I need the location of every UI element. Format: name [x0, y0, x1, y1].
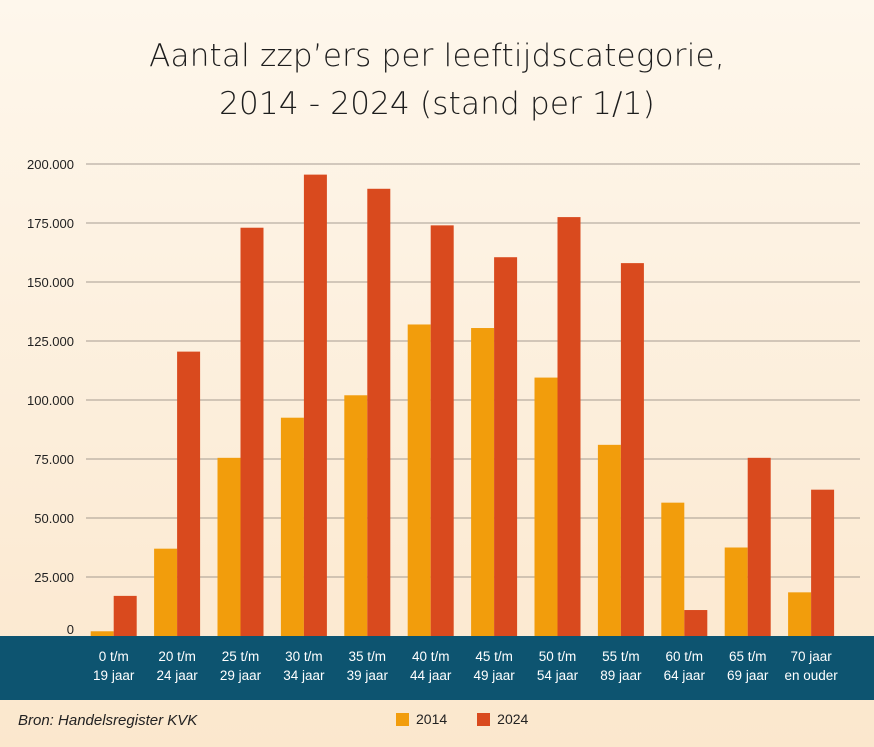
bar-2014: [471, 328, 494, 636]
x-tick-label: 69 jaar: [727, 668, 769, 683]
y-tick-label: 0: [67, 622, 74, 637]
x-tick-label: 45 t/m: [475, 649, 513, 664]
source-note: Bron: Handelsregister KVK: [18, 712, 197, 729]
bar-2014: [535, 378, 558, 636]
y-tick-label: 125.000: [27, 334, 74, 349]
legend-label-2014: 2014: [416, 711, 447, 727]
legend-label-2024: 2024: [497, 711, 528, 727]
bar-2024: [684, 610, 707, 636]
x-tick-label: 40 t/m: [412, 649, 450, 664]
y-tick-label: 50.000: [34, 511, 74, 526]
x-tick-label: 35 t/m: [349, 649, 387, 664]
legend-swatch-2024: [477, 713, 490, 726]
bar-2014: [661, 503, 684, 636]
x-tick-label: 29 jaar: [220, 668, 262, 683]
y-tick-label: 75.000: [34, 452, 74, 467]
bar-2014: [598, 445, 621, 636]
y-tick-label: 150.000: [27, 275, 74, 290]
x-tick-label: 60 t/m: [666, 649, 704, 664]
legend-item-2014: 2014: [396, 711, 447, 727]
x-tick-label: 24 jaar: [156, 668, 198, 683]
bar-chart: 0 25.000 50.000 75.000 100.000 125.000 150.000…: [0, 0, 874, 700]
bar-2014: [344, 395, 367, 636]
x-tick-label: 25 t/m: [222, 649, 260, 664]
bar-2024: [304, 175, 327, 636]
legend-swatch-2014: [396, 713, 409, 726]
bar-2024: [241, 228, 264, 636]
y-tick-label: 100.000: [27, 393, 74, 408]
bar-2014: [725, 548, 748, 637]
x-tick-label: 50 t/m: [539, 649, 577, 664]
y-tick-label: 200.000: [27, 157, 74, 172]
x-tick-label: 70 jaar: [790, 649, 832, 664]
x-tick-label: 49 jaar: [473, 668, 515, 683]
x-tick-label: 0 t/m: [99, 649, 129, 664]
bar-2024: [177, 352, 200, 636]
x-tick-label: 20 t/m: [158, 649, 196, 664]
x-tick-label: 55 t/m: [602, 649, 640, 664]
x-tick-label: 54 jaar: [537, 668, 579, 683]
bar-2014: [91, 631, 114, 636]
bar-2024: [748, 458, 771, 636]
bar-2014: [788, 592, 811, 636]
x-tick-label: 89 jaar: [600, 668, 642, 683]
legend-item-2024: 2024: [477, 711, 528, 727]
bar-2024: [811, 490, 834, 636]
bar-2014: [154, 549, 177, 636]
bar-2024: [558, 217, 581, 636]
bar-2024: [431, 225, 454, 636]
bar-2024: [494, 257, 517, 636]
legend: 2014 2024: [396, 711, 528, 727]
x-tick-label: 44 jaar: [410, 668, 452, 683]
x-tick-label: 30 t/m: [285, 649, 323, 664]
bar-2024: [367, 189, 390, 636]
x-tick-label: 39 jaar: [347, 668, 389, 683]
x-tick-label: 65 t/m: [729, 649, 767, 664]
x-tick-label: en ouder: [784, 668, 838, 683]
x-tick-label: 64 jaar: [664, 668, 706, 683]
bar-2014: [408, 324, 431, 636]
bar-2014: [218, 458, 241, 636]
y-tick-label: 25.000: [34, 570, 74, 585]
x-tick-label: 34 jaar: [283, 668, 325, 683]
bar-2024: [114, 596, 137, 636]
bar-2014: [281, 418, 304, 636]
y-tick-label: 175.000: [27, 216, 74, 231]
bar-2024: [621, 263, 644, 636]
x-tick-label: 19 jaar: [93, 668, 135, 683]
